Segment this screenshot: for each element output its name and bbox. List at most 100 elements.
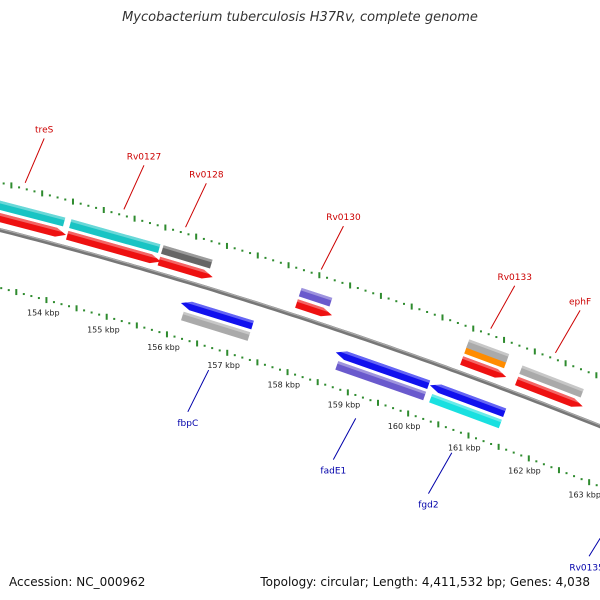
gene-feature xyxy=(0,200,66,227)
reverse-tick xyxy=(527,455,530,462)
forward-tick xyxy=(495,336,498,339)
gene-label: Rv0128 xyxy=(189,170,224,180)
gene-feature xyxy=(429,384,507,417)
forward-tick xyxy=(33,190,36,193)
forward-tick xyxy=(287,262,290,269)
forward-tick xyxy=(518,344,521,347)
gene-label-leader xyxy=(24,138,45,183)
gene-feature-highlight xyxy=(159,256,210,274)
map-title: Mycobacterium tuberculosis H37Rv, comple… xyxy=(122,10,478,25)
reverse-tick xyxy=(324,383,327,386)
gene-label: Rv0127 xyxy=(127,152,161,162)
gene-label-leader xyxy=(555,310,581,354)
forward-tick xyxy=(249,252,252,255)
scale-label: 162 kbp xyxy=(508,467,541,476)
gene-label-leader xyxy=(185,183,207,228)
reverse-tick xyxy=(354,393,357,396)
forward-tick xyxy=(125,215,128,218)
forward-tick xyxy=(210,240,213,243)
reverse-tick xyxy=(429,420,432,423)
gene-label-leader xyxy=(123,165,145,210)
forward-tick xyxy=(41,190,44,197)
forward-tick xyxy=(241,249,244,252)
gene-label-leader xyxy=(490,285,516,329)
gene-label-leader xyxy=(320,225,344,270)
gene-feature-highlight xyxy=(162,245,213,263)
forward-tick xyxy=(579,368,582,371)
reverse-tick xyxy=(588,479,591,486)
forward-tick xyxy=(464,324,467,327)
gene-label: Rv0130 xyxy=(326,213,361,223)
gene-feature-highlight xyxy=(517,376,580,403)
forward-tick xyxy=(64,198,67,201)
gene-feature xyxy=(180,301,254,330)
reverse-tick xyxy=(165,331,168,338)
reverse-tick xyxy=(407,410,410,417)
reverse-tick xyxy=(52,301,55,304)
forward-tick xyxy=(441,314,444,321)
reverse-tick xyxy=(37,297,40,300)
gene-feature xyxy=(0,213,66,237)
forward-tick xyxy=(279,261,282,264)
reverse-tick xyxy=(573,475,576,478)
gene-feature xyxy=(466,339,510,363)
scale-label: 160 kbp xyxy=(388,422,421,431)
forward-tick xyxy=(449,319,452,322)
reverse-tick xyxy=(557,467,560,474)
forward-tick xyxy=(395,300,398,303)
reverse-tick xyxy=(475,437,478,440)
gene-label: Rv0133 xyxy=(497,273,531,283)
gene-label-leader xyxy=(187,369,210,413)
scale-label: 159 kbp xyxy=(328,401,361,410)
forward-tick xyxy=(349,282,352,289)
reverse-tick xyxy=(248,358,251,361)
forward-tick xyxy=(233,247,236,250)
forward-tick xyxy=(326,276,329,279)
forward-tick xyxy=(18,186,21,189)
forward-tick xyxy=(164,224,167,231)
reverse-tick xyxy=(520,454,523,457)
forward-tick xyxy=(403,302,406,305)
reverse-tick xyxy=(490,442,493,445)
reverse-tick xyxy=(173,335,176,338)
reverse-tick xyxy=(135,322,138,329)
gene-label: fgd2 xyxy=(418,501,438,511)
forward-tick xyxy=(510,341,513,344)
forward-tick xyxy=(533,348,536,355)
forward-tick xyxy=(156,224,159,227)
reverse-tick xyxy=(497,443,500,450)
reverse-tick xyxy=(60,303,63,306)
forward-tick xyxy=(95,206,98,209)
gene-label-leader xyxy=(588,537,600,557)
scale-label: 154 kbp xyxy=(27,309,60,318)
reverse-tick xyxy=(150,328,153,331)
reverse-tick xyxy=(68,305,71,308)
reverse-tick xyxy=(459,431,462,434)
forward-tick xyxy=(526,347,529,350)
forward-tick xyxy=(379,292,382,299)
forward-tick xyxy=(564,360,567,367)
gene-label: fbpC xyxy=(177,419,198,429)
reverse-tick xyxy=(226,349,229,356)
gene-feature-highlight xyxy=(468,339,510,357)
scale-label: 155 kbp xyxy=(87,325,120,334)
gene-feature xyxy=(298,287,333,307)
reverse-tick xyxy=(30,295,33,298)
gene-feature-highlight xyxy=(297,299,329,312)
gene-feature xyxy=(519,365,584,398)
reverse-tick xyxy=(128,322,131,325)
forward-tick xyxy=(479,330,482,333)
reverse-tick xyxy=(45,297,48,304)
forward-tick xyxy=(118,213,121,216)
forward-tick xyxy=(256,252,259,259)
forward-tick xyxy=(218,242,221,245)
reverse-tick xyxy=(233,354,236,357)
gene-feature-highlight xyxy=(0,213,63,232)
forward-tick xyxy=(272,259,275,262)
gene-label-leader xyxy=(332,418,357,460)
forward-tick xyxy=(141,219,144,222)
reverse-tick xyxy=(422,417,425,420)
gene-feature xyxy=(460,356,507,378)
reverse-tick xyxy=(512,451,515,454)
